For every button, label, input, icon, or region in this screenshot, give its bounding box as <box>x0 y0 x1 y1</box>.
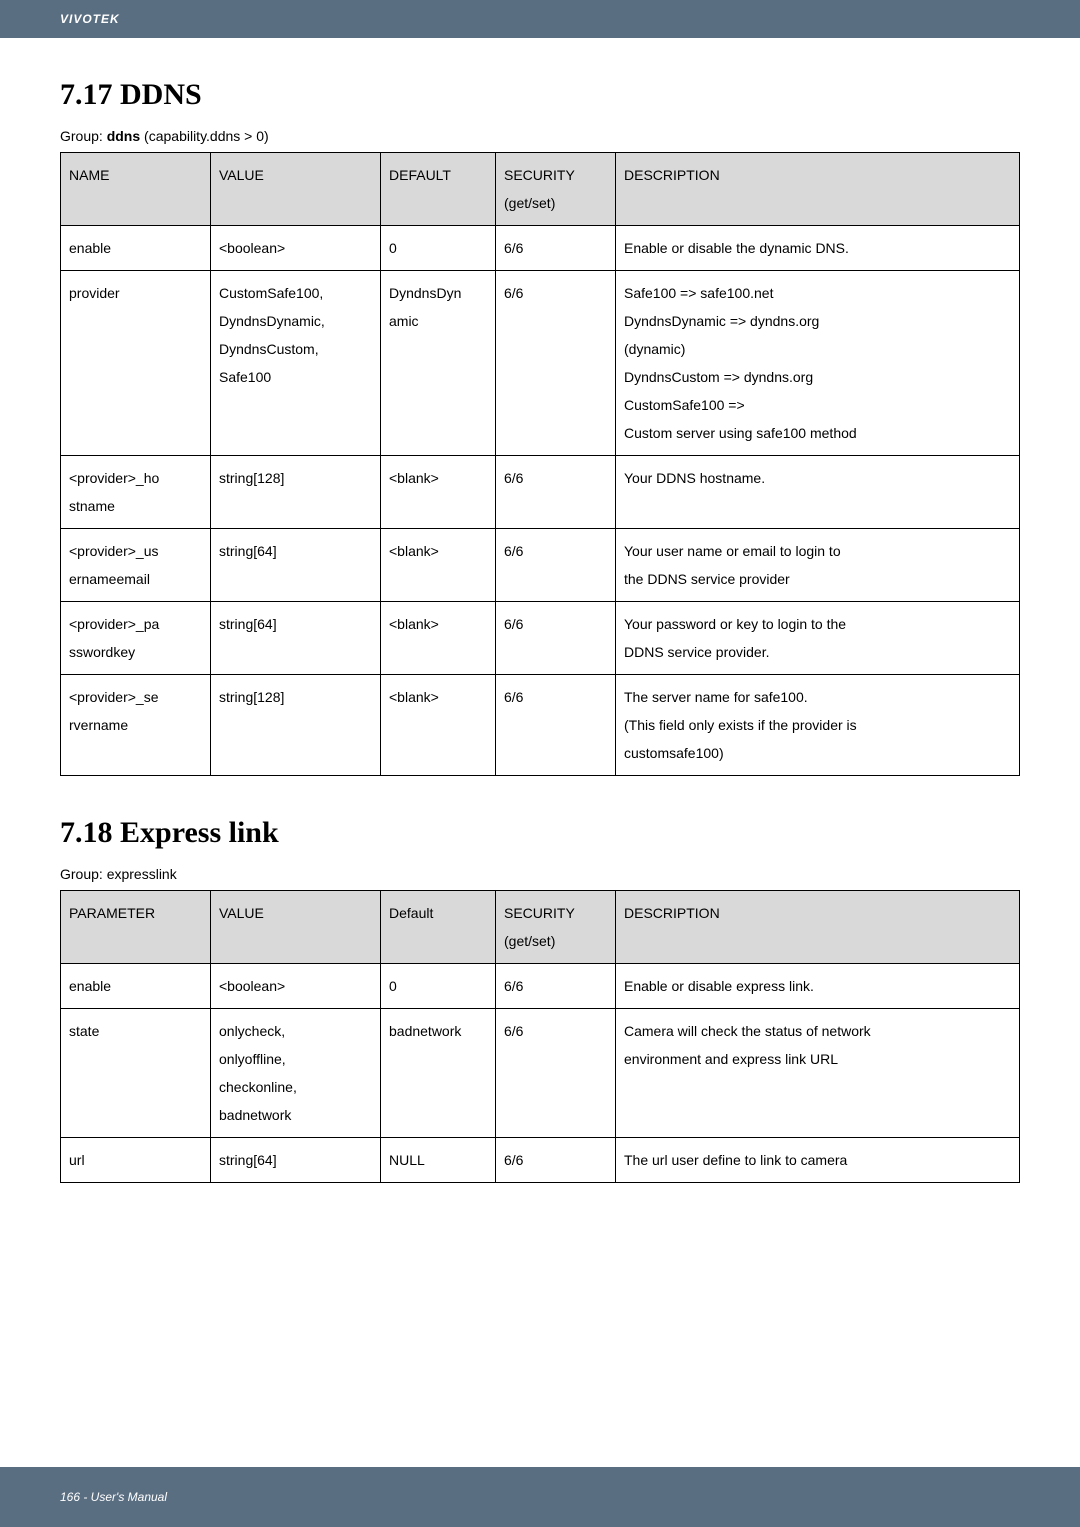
header-description: DESCRIPTION <box>616 153 1020 226</box>
expresslink-table: PARAMETER VALUE Default SECURITY(get/set… <box>60 890 1020 1183</box>
cell-description: The server name for safe100.(This field … <box>616 675 1020 776</box>
cell-security: 6/6 <box>496 1138 616 1183</box>
header-security: SECURITY(get/set) <box>496 891 616 964</box>
cell-value: string[128] <box>211 675 381 776</box>
header-bar: VIVOTEK <box>0 0 1080 38</box>
header-name: NAME <box>61 153 211 226</box>
cell-default: DyndnsDynamic <box>381 271 496 456</box>
header-default: Default <box>381 891 496 964</box>
cell-name: url <box>61 1138 211 1183</box>
header-value: VALUE <box>211 891 381 964</box>
section-title-expresslink: 7.18 Express link <box>60 816 1020 850</box>
cell-security: 6/6 <box>496 529 616 602</box>
cell-security: 6/6 <box>496 1009 616 1138</box>
page-number: 166 - User's Manual <box>60 1490 167 1504</box>
cell-description: Your user name or email to login tothe D… <box>616 529 1020 602</box>
section-title-ddns: 7.17 DDNS <box>60 78 1020 112</box>
cell-default: badnetwork <box>381 1009 496 1138</box>
table-row: <provider>_hostname string[128] <blank> … <box>61 456 1020 529</box>
cell-name: <provider>_passwordkey <box>61 602 211 675</box>
table-row: provider CustomSafe100,DyndnsDynamic,Dyn… <box>61 271 1020 456</box>
footer-bar: 166 - User's Manual <box>0 1467 1080 1527</box>
cell-default: <blank> <box>381 529 496 602</box>
cell-security: 6/6 <box>496 271 616 456</box>
cell-default: NULL <box>381 1138 496 1183</box>
group-line-ddns: Group: ddns (capability.ddns > 0) <box>60 128 1020 144</box>
cell-name: state <box>61 1009 211 1138</box>
table-row: state onlycheck,onlyoffline,checkonline,… <box>61 1009 1020 1138</box>
cell-description: Camera will check the status of networke… <box>616 1009 1020 1138</box>
group-prefix: Group: <box>60 128 107 144</box>
ddns-table: NAME VALUE DEFAULT SECURITY(get/set) DES… <box>60 152 1020 776</box>
cell-description: Safe100 => safe100.netDyndnsDynamic => d… <box>616 271 1020 456</box>
cell-security: 6/6 <box>496 456 616 529</box>
group-line-expresslink: Group: expresslink <box>60 866 1020 882</box>
header-security: SECURITY(get/set) <box>496 153 616 226</box>
cell-name: <provider>_servername <box>61 675 211 776</box>
cell-default: 0 <box>381 226 496 271</box>
table-row: <provider>_passwordkey string[64] <blank… <box>61 602 1020 675</box>
header-parameter: PARAMETER <box>61 891 211 964</box>
cell-name: <provider>_hostname <box>61 456 211 529</box>
group-bold: ddns <box>107 128 140 144</box>
cell-value: string[64] <box>211 602 381 675</box>
cell-security: 6/6 <box>496 964 616 1009</box>
cell-default: <blank> <box>381 456 496 529</box>
header-description: DESCRIPTION <box>616 891 1020 964</box>
cell-value: string[128] <box>211 456 381 529</box>
table-row: <provider>_servername string[128] <blank… <box>61 675 1020 776</box>
page-content: 7.17 DDNS Group: ddns (capability.ddns >… <box>0 38 1080 1183</box>
header-value: VALUE <box>211 153 381 226</box>
table-row: url string[64] NULL 6/6 The url user def… <box>61 1138 1020 1183</box>
cell-name: enable <box>61 226 211 271</box>
cell-value: onlycheck,onlyoffline,checkonline,badnet… <box>211 1009 381 1138</box>
cell-description: Your password or key to login to theDDNS… <box>616 602 1020 675</box>
cell-default: <blank> <box>381 675 496 776</box>
cell-description: Enable or disable express link. <box>616 964 1020 1009</box>
header-default: DEFAULT <box>381 153 496 226</box>
cell-description: Enable or disable the dynamic DNS. <box>616 226 1020 271</box>
table-row: enable <boolean> 0 6/6 Enable or disable… <box>61 226 1020 271</box>
cell-value: <boolean> <box>211 964 381 1009</box>
cell-value: CustomSafe100,DyndnsDynamic,DyndnsCustom… <box>211 271 381 456</box>
cell-description: Your DDNS hostname. <box>616 456 1020 529</box>
cell-value: string[64] <box>211 1138 381 1183</box>
cell-security: 6/6 <box>496 226 616 271</box>
table-header-row: NAME VALUE DEFAULT SECURITY(get/set) DES… <box>61 153 1020 226</box>
cell-name: <provider>_usernameemail <box>61 529 211 602</box>
cell-value: <boolean> <box>211 226 381 271</box>
cell-security: 6/6 <box>496 675 616 776</box>
table-header-row: PARAMETER VALUE Default SECURITY(get/set… <box>61 891 1020 964</box>
cell-default: <blank> <box>381 602 496 675</box>
cell-description: The url user define to link to camera <box>616 1138 1020 1183</box>
cell-value: string[64] <box>211 529 381 602</box>
table-row: enable <boolean> 0 6/6 Enable or disable… <box>61 964 1020 1009</box>
cell-security: 6/6 <box>496 602 616 675</box>
cell-name: provider <box>61 271 211 456</box>
brand-label: VIVOTEK <box>60 12 120 26</box>
group-suffix: (capability.ddns > 0) <box>140 128 269 144</box>
cell-default: 0 <box>381 964 496 1009</box>
cell-name: enable <box>61 964 211 1009</box>
table-row: <provider>_usernameemail string[64] <bla… <box>61 529 1020 602</box>
